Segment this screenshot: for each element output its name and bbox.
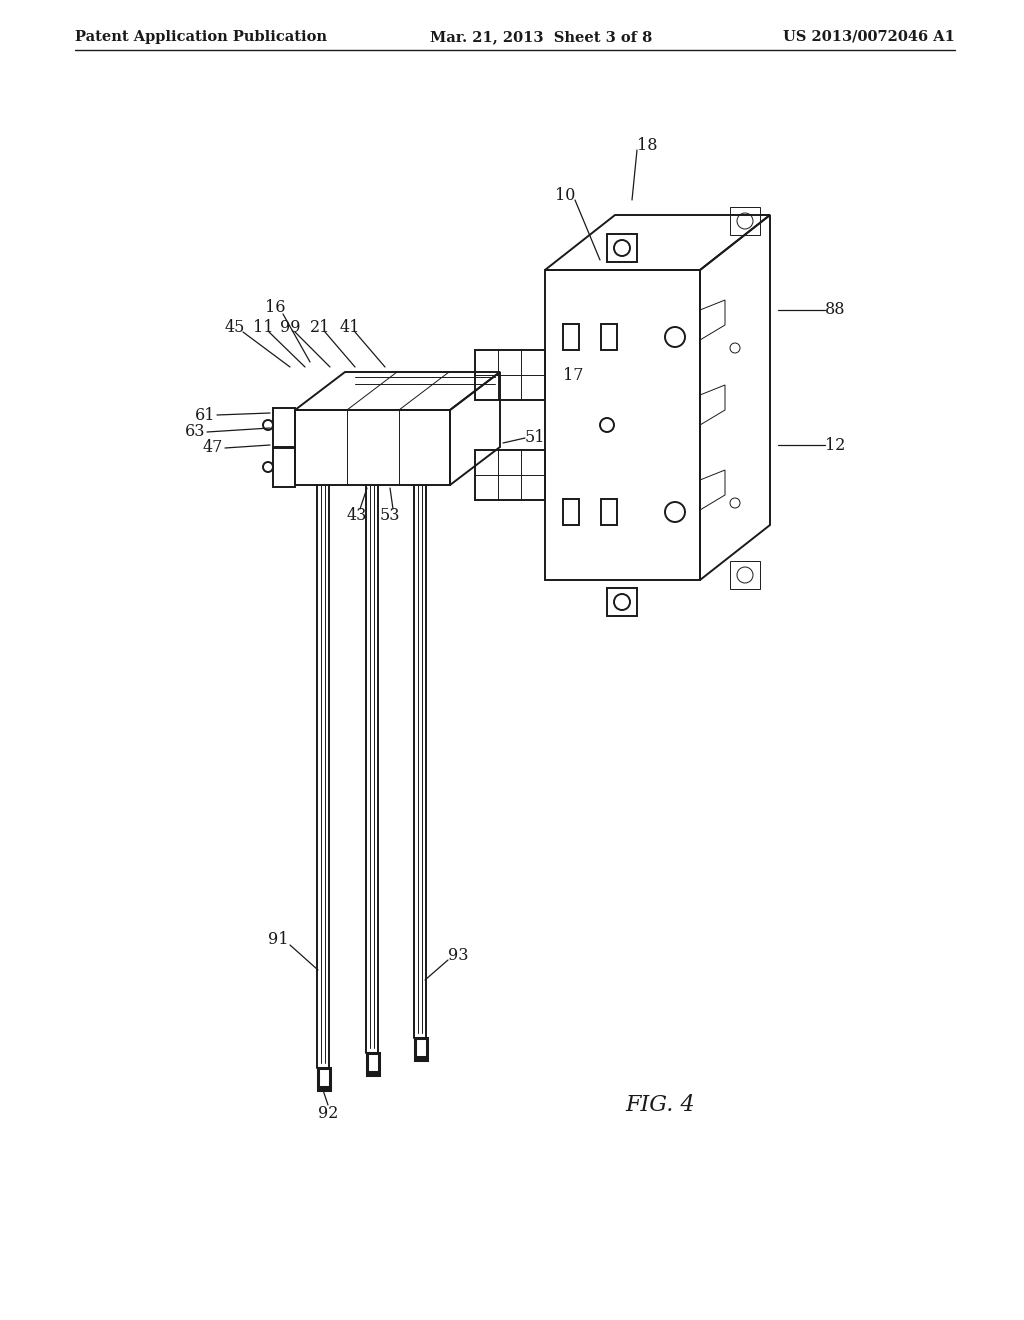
Text: US 2013/0072046 A1: US 2013/0072046 A1	[783, 30, 955, 44]
Text: 18: 18	[637, 136, 657, 153]
Text: 41: 41	[340, 318, 360, 335]
Bar	[273, 408, 295, 447]
Text: 16: 16	[265, 298, 286, 315]
Bar	[295, 411, 450, 484]
Text: 47: 47	[203, 440, 223, 457]
Bar	[607, 234, 637, 261]
Bar	[318, 1068, 330, 1090]
Text: 43: 43	[347, 507, 368, 524]
Text: 91: 91	[267, 932, 288, 949]
Text: Mar. 21, 2013  Sheet 3 of 8: Mar. 21, 2013 Sheet 3 of 8	[430, 30, 652, 44]
Bar	[601, 499, 617, 525]
Text: 53: 53	[380, 507, 400, 524]
Text: 99: 99	[280, 318, 300, 335]
Text: 88: 88	[824, 301, 845, 318]
Text: 10: 10	[555, 186, 575, 203]
Text: 12: 12	[824, 437, 845, 454]
Text: Patent Application Publication: Patent Application Publication	[75, 30, 327, 44]
Bar	[475, 350, 545, 400]
Text: 92: 92	[317, 1105, 338, 1122]
Text: 21: 21	[310, 318, 330, 335]
Bar	[730, 561, 760, 589]
Bar	[730, 207, 760, 235]
Bar	[607, 587, 637, 616]
Text: 51: 51	[524, 429, 545, 446]
Bar	[563, 499, 579, 525]
Text: 17: 17	[563, 367, 584, 384]
Bar	[601, 323, 617, 350]
Text: 61: 61	[195, 407, 215, 424]
Bar	[415, 1038, 427, 1060]
Bar	[563, 323, 579, 350]
Bar	[545, 271, 700, 579]
Text: 63: 63	[184, 424, 205, 441]
Text: FIG. 4: FIG. 4	[626, 1094, 695, 1115]
Text: 45: 45	[225, 318, 245, 335]
Text: 93: 93	[447, 946, 468, 964]
Bar	[367, 1053, 379, 1074]
Text: 11: 11	[253, 318, 273, 335]
Bar	[475, 450, 545, 500]
Bar	[273, 447, 295, 487]
